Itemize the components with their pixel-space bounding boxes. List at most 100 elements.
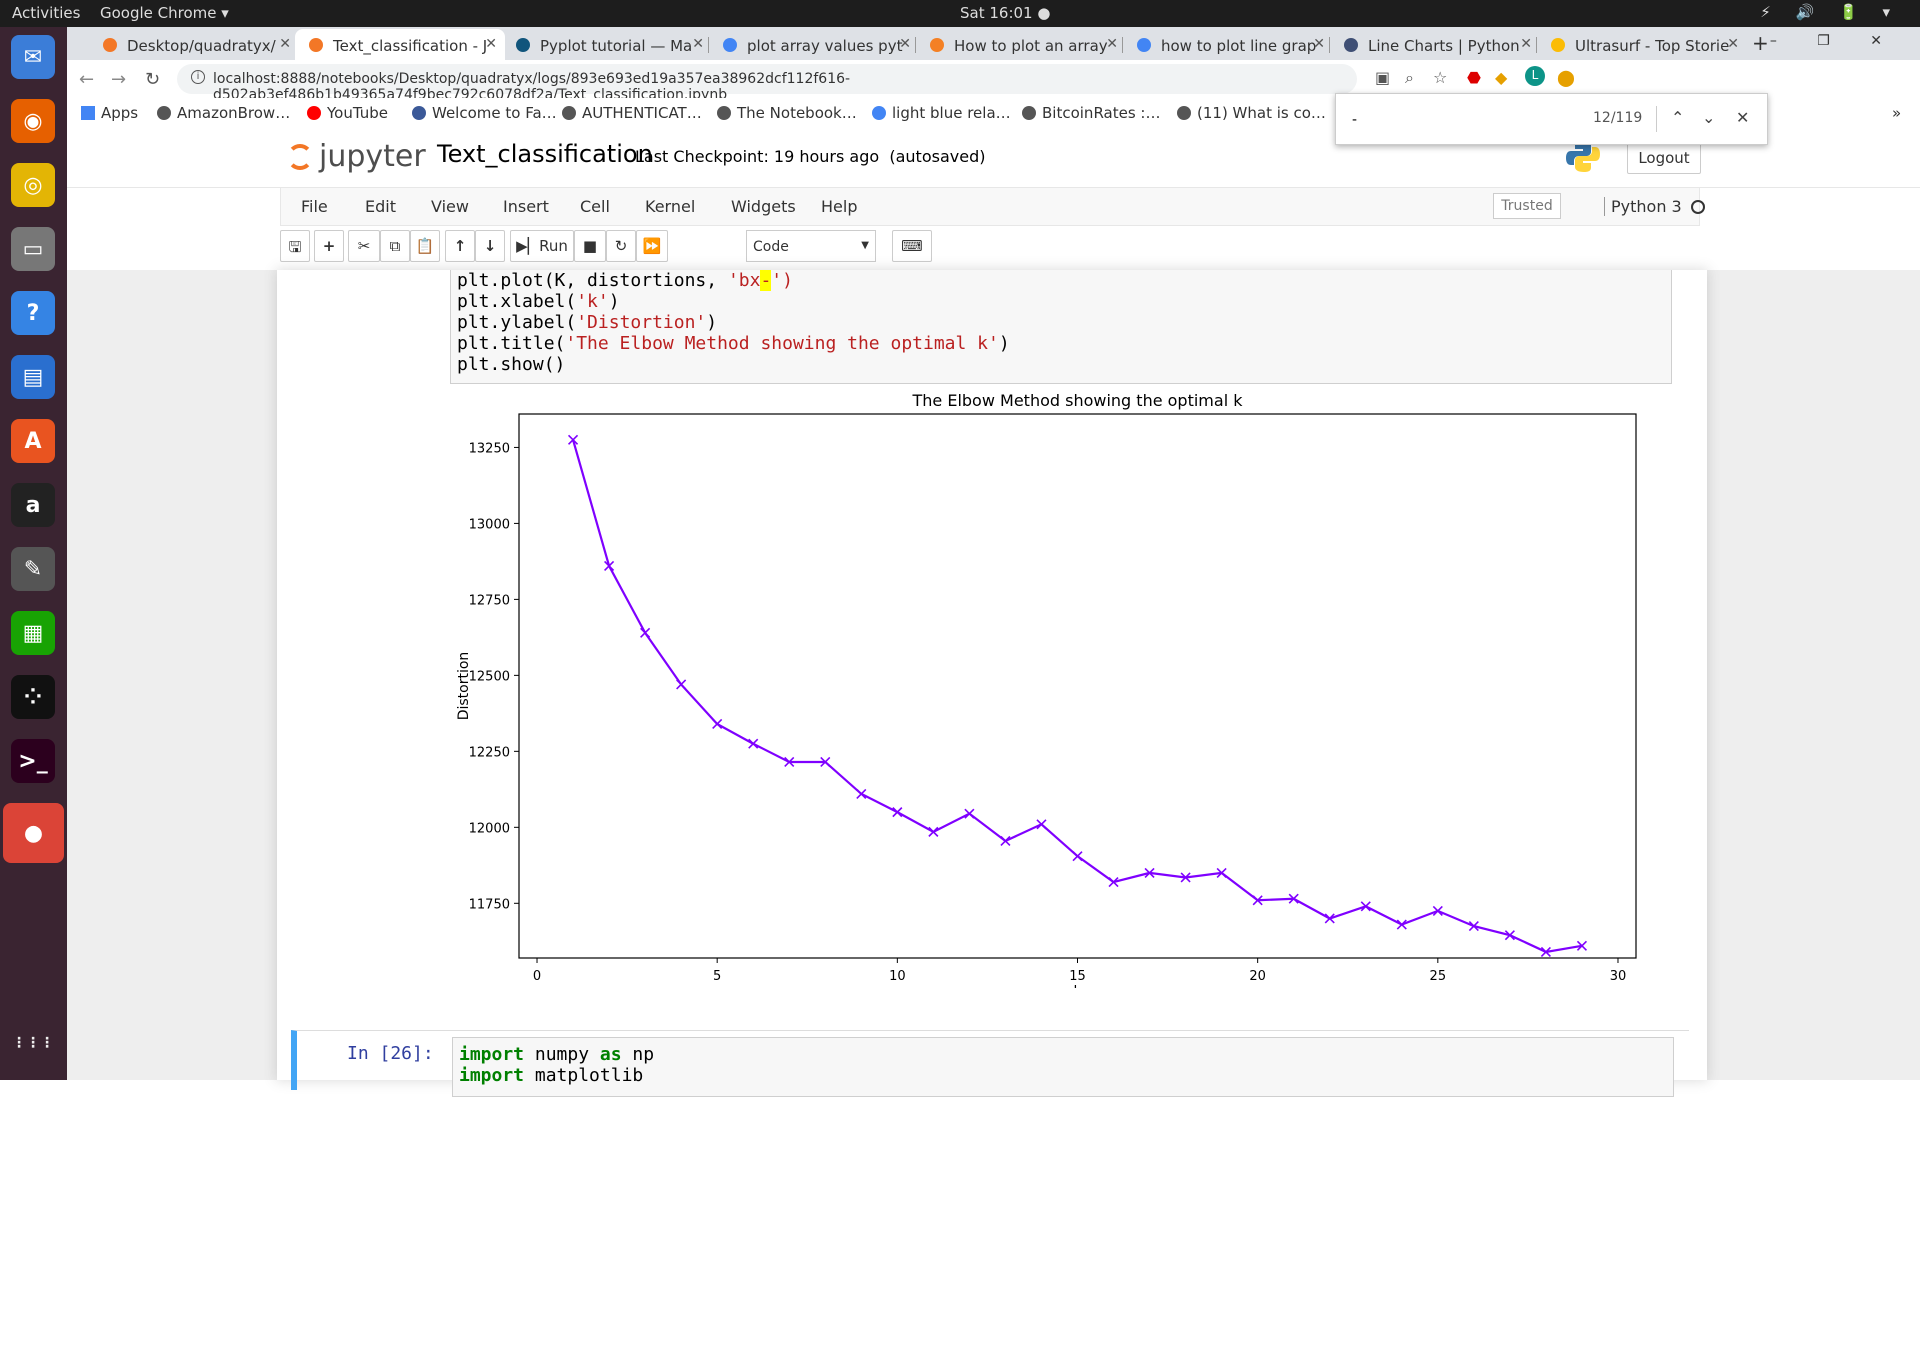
restart-icon[interactable]: ↻ bbox=[606, 230, 636, 262]
tab-close-icon[interactable]: ✕ bbox=[1520, 36, 1532, 52]
system-tray[interactable]: ⚡ 🔊 🔋 ▾ bbox=[1760, 3, 1900, 21]
bookmark-favicon-icon bbox=[1177, 106, 1191, 120]
menu-view[interactable]: View bbox=[431, 197, 469, 216]
bookmark-item[interactable]: YouTube bbox=[307, 104, 388, 122]
y-tick-label: 12000 bbox=[469, 821, 510, 836]
browser-tab[interactable]: Text_classification - J ✕ bbox=[295, 29, 505, 60]
browser-tab[interactable]: Desktop/quadratyx/✕ bbox=[89, 29, 299, 60]
menu-file[interactable]: File bbox=[301, 197, 328, 216]
thunderbird-icon[interactable]: ✉ bbox=[11, 35, 55, 79]
cut-icon[interactable]: ✂ bbox=[348, 230, 380, 262]
writer-icon[interactable]: ▤ bbox=[11, 355, 55, 399]
data-point-marker bbox=[1036, 819, 1047, 830]
back-icon[interactable]: ← bbox=[79, 69, 95, 90]
find-previous-icon[interactable]: ⌃ bbox=[1671, 108, 1685, 127]
code-cell-26[interactable]: In [26]: import numpy as np import matpl… bbox=[291, 1030, 1689, 1097]
profile-avatar[interactable]: L bbox=[1525, 66, 1545, 86]
code-editor[interactable]: plt.plot(K, distortions, 'bx-') plt.xlab… bbox=[450, 270, 1672, 384]
find-next-icon[interactable]: ⌄ bbox=[1702, 108, 1716, 127]
menu-edit[interactable]: Edit bbox=[365, 197, 396, 216]
bookmark-item[interactable]: AmazonBrow… bbox=[157, 104, 290, 122]
site-info-icon[interactable]: i bbox=[191, 70, 205, 84]
help-icon[interactable]: ? bbox=[11, 291, 55, 335]
update-icon[interactable]: ⬤ bbox=[1557, 68, 1575, 87]
notebook-toolbar: 🖫 + ✂ ⧉ 📋 ↑ ↓ ▶▏Run ■ ↻ ⏩ Code ▼ ⌨ bbox=[280, 226, 1700, 270]
files-icon[interactable]: ▭ bbox=[11, 227, 55, 271]
trusted-indicator[interactable]: Trusted bbox=[1493, 193, 1561, 219]
chrome-icon[interactable]: ● bbox=[3, 803, 64, 863]
browser-tab[interactable]: how to plot line grap ✕ bbox=[1123, 29, 1333, 60]
bookmark-star-icon[interactable]: ☆ bbox=[1433, 68, 1448, 87]
keyboard-shortcuts-icon[interactable]: ⌨ bbox=[892, 230, 932, 262]
window-controls[interactable]: – ❐ ✕ bbox=[1769, 33, 1900, 49]
app-menu[interactable]: Google Chrome ▾ bbox=[100, 4, 229, 22]
run-button[interactable]: ▶▏Run bbox=[510, 230, 574, 262]
tab-close-icon[interactable]: ✕ bbox=[692, 36, 704, 52]
reload-icon[interactable]: ↻ bbox=[145, 69, 161, 90]
find-close-icon[interactable]: ✕ bbox=[1736, 108, 1750, 127]
tab-favicon-icon bbox=[1344, 38, 1358, 52]
find-input[interactable] bbox=[1352, 108, 1572, 130]
kernel-name[interactable]: Python 3 bbox=[1604, 197, 1682, 216]
address-bar[interactable]: i localhost:8888/notebooks/Desktop/quadr… bbox=[177, 64, 1357, 103]
tab-close-icon[interactable]: ✕ bbox=[485, 36, 497, 52]
bookmark-item[interactable]: Welcome to Fa… bbox=[412, 104, 557, 122]
terminal-icon[interactable]: >_ bbox=[11, 739, 55, 783]
browser-tab[interactable]: Ultrasurf - Top Storie ✕ bbox=[1537, 29, 1747, 60]
menu-widgets[interactable]: Widgets bbox=[731, 197, 796, 216]
more-bookmarks-icon[interactable]: » bbox=[1892, 104, 1902, 122]
software-icon[interactable]: A bbox=[11, 419, 55, 463]
tab-close-icon[interactable]: ✕ bbox=[899, 36, 911, 52]
move-down-icon[interactable]: ↓ bbox=[475, 230, 505, 262]
text-editor-icon[interactable]: ✎ bbox=[11, 547, 55, 591]
copy-icon[interactable]: ⧉ bbox=[380, 230, 410, 262]
adblock-icon[interactable]: ⬣ bbox=[1467, 68, 1481, 87]
cell-type-select[interactable]: Code ▼ bbox=[746, 230, 876, 262]
code-line: import numpy as np bbox=[459, 1044, 655, 1065]
rhythmbox-icon[interactable]: ◎ bbox=[11, 163, 55, 207]
calc-icon[interactable]: ▦ bbox=[11, 611, 55, 655]
move-up-icon[interactable]: ↑ bbox=[445, 230, 475, 262]
new-tab-button[interactable]: + bbox=[1752, 31, 1769, 55]
tab-strip: Desktop/quadratyx/✕ Text_classification -… bbox=[67, 27, 1920, 60]
browser-tab[interactable]: Pyplot tutorial — Ma ✕ bbox=[502, 29, 712, 60]
data-point-marker bbox=[748, 738, 759, 749]
save-icon[interactable]: 🖫 bbox=[280, 230, 310, 262]
forward-icon[interactable]: → bbox=[111, 69, 127, 90]
zoom-icon[interactable]: ⌕ bbox=[1405, 68, 1414, 87]
tab-favicon-icon bbox=[1137, 38, 1151, 52]
stop-icon[interactable]: ■ bbox=[574, 230, 606, 262]
code-editor-26[interactable]: import numpy as np import matplotlib bbox=[452, 1037, 1674, 1097]
browser-tab[interactable]: plot array values pyt ✕ bbox=[709, 29, 919, 60]
extension-icon[interactable]: ◆ bbox=[1495, 68, 1508, 87]
menu-cell[interactable]: Cell bbox=[580, 197, 610, 216]
bookmark-item[interactable]: The Notebook… bbox=[717, 104, 857, 122]
paste-icon[interactable]: 📋 bbox=[410, 230, 440, 262]
notebook-title[interactable]: Text_classification bbox=[437, 140, 653, 168]
bookmark-item[interactable]: Apps bbox=[81, 104, 138, 122]
restart-run-all-icon[interactable]: ⏩ bbox=[636, 230, 668, 262]
bookmark-item[interactable]: light blue rela… bbox=[872, 104, 1011, 122]
activities-button[interactable]: Activities bbox=[12, 4, 81, 22]
menu-help[interactable]: Help bbox=[821, 197, 858, 216]
reader-icon[interactable]: ▣ bbox=[1375, 68, 1391, 87]
tab-close-icon[interactable]: ✕ bbox=[1106, 36, 1118, 52]
tab-close-icon[interactable]: ✕ bbox=[279, 36, 291, 52]
amazon-icon[interactable]: a bbox=[11, 483, 55, 527]
tab-close-icon[interactable]: ✕ bbox=[1313, 36, 1325, 52]
browser-tab[interactable]: Line Charts | Python ✕ bbox=[1330, 29, 1540, 60]
browser-tab[interactable]: How to plot an array ✕ bbox=[916, 29, 1126, 60]
tab-close-icon[interactable]: ✕ bbox=[1727, 36, 1739, 52]
clock[interactable]: Sat 16:01 ● bbox=[960, 4, 1051, 22]
bookmark-item[interactable]: AUTHENTICAT… bbox=[562, 104, 702, 122]
add-cell-icon[interactable]: + bbox=[314, 230, 344, 262]
bookmark-item[interactable]: BitcoinRates :… bbox=[1022, 104, 1160, 122]
firefox-icon[interactable]: ◉ bbox=[11, 99, 55, 143]
menu-insert[interactable]: Insert bbox=[503, 197, 549, 216]
menu-kernel[interactable]: Kernel bbox=[645, 197, 696, 216]
jupyter-logo[interactable]: jupyter bbox=[287, 139, 426, 174]
app-icon[interactable]: ⁘ bbox=[11, 675, 55, 719]
bookmark-item[interactable]: (11) What is co… bbox=[1177, 104, 1326, 122]
logout-button[interactable]: Logout bbox=[1627, 142, 1701, 174]
show-apps-icon[interactable]: ⋮⋮⋮ bbox=[12, 1035, 54, 1051]
